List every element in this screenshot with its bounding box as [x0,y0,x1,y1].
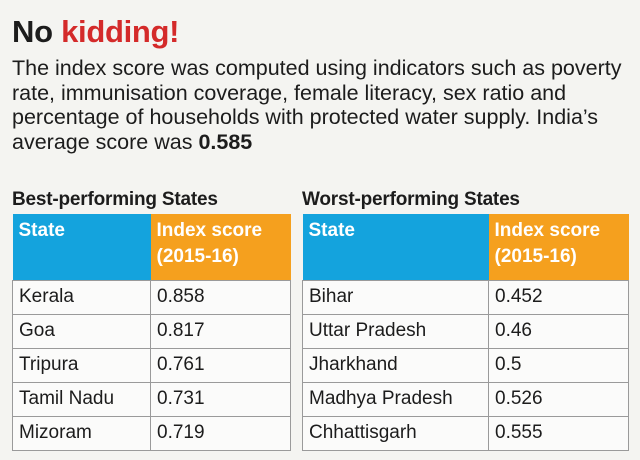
index-score-cell: 0.858 [150,279,291,315]
column-header-index-score: Index score (2015-16) [488,214,629,280]
table-row: Mizoram 0.719 [12,415,291,451]
index-score-cell: 0.526 [488,381,629,417]
table-header-row: State Index score (2015-16) [302,214,629,280]
headline-accent: kidding! [61,14,180,49]
best-states-title: Best-performing States [12,189,218,210]
intro-text: The index score was computed using indic… [12,56,622,154]
table-row: Uttar Pradesh 0.46 [302,313,629,349]
index-score-cell: 0.5 [488,347,629,383]
table-row: Chhattisgarh 0.555 [302,415,629,451]
state-name-cell: Kerala [12,279,151,315]
index-score-cell: 0.719 [150,415,291,451]
worst-states-title: Worst-performing States [302,189,520,210]
best-states-panel: Best-performing States State Index score… [12,188,291,451]
column-header-state: State [12,214,151,280]
table-header-row: State Index score (2015-16) [12,214,291,280]
table-row: Bihar 0.452 [302,279,629,315]
index-score-cell: 0.761 [150,347,291,383]
index-score-cell: 0.817 [150,313,291,349]
intro-paragraph: The index score was computed using indic… [12,56,628,154]
india-average-score: 0.585 [198,129,253,154]
table-row: Kerala 0.858 [12,279,291,315]
column-header-index-score: Index score (2015-16) [150,214,291,280]
table-row: Tripura 0.761 [12,347,291,383]
worst-states-body: Bihar 0.452 Uttar Pradesh 0.46 Jharkhand 0.5 M… [302,279,629,451]
table-row: Goa 0.817 [12,313,291,349]
best-states-body: Kerala 0.858 Goa 0.817 Tripura 0.761 Tamil Nad… [12,279,291,451]
state-name-cell: Tamil Nadu [12,381,151,417]
state-name-cell: Madhya Pradesh [302,381,489,417]
headline-part1: No [12,14,53,49]
worst-states-panel: Worst-performing States State Index scor… [302,188,629,451]
index-score-cell: 0.46 [488,313,629,349]
headline: No kidding! [12,14,628,50]
best-states-table: State Index score (2015-16) Kerala 0.858 G… [12,214,291,451]
worst-states-table: State Index score (2015-16) Bihar 0.452 Ut… [302,214,629,451]
state-name-cell: Chhattisgarh [302,415,489,451]
state-name-cell: Tripura [12,347,151,383]
index-score-cell: 0.555 [488,415,629,451]
index-score-cell: 0.452 [488,279,629,315]
state-name-cell: Goa [12,313,151,349]
table-row: Jharkhand 0.5 [302,347,629,383]
state-name-cell: Uttar Pradesh [302,313,489,349]
table-row: Tamil Nadu 0.731 [12,381,291,417]
state-name-cell: Jharkhand [302,347,489,383]
state-name-cell: Mizoram [12,415,151,451]
column-header-state: State [302,214,489,280]
index-score-cell: 0.731 [150,381,291,417]
table-row: Madhya Pradesh 0.526 [302,381,629,417]
state-name-cell: Bihar [302,279,489,315]
